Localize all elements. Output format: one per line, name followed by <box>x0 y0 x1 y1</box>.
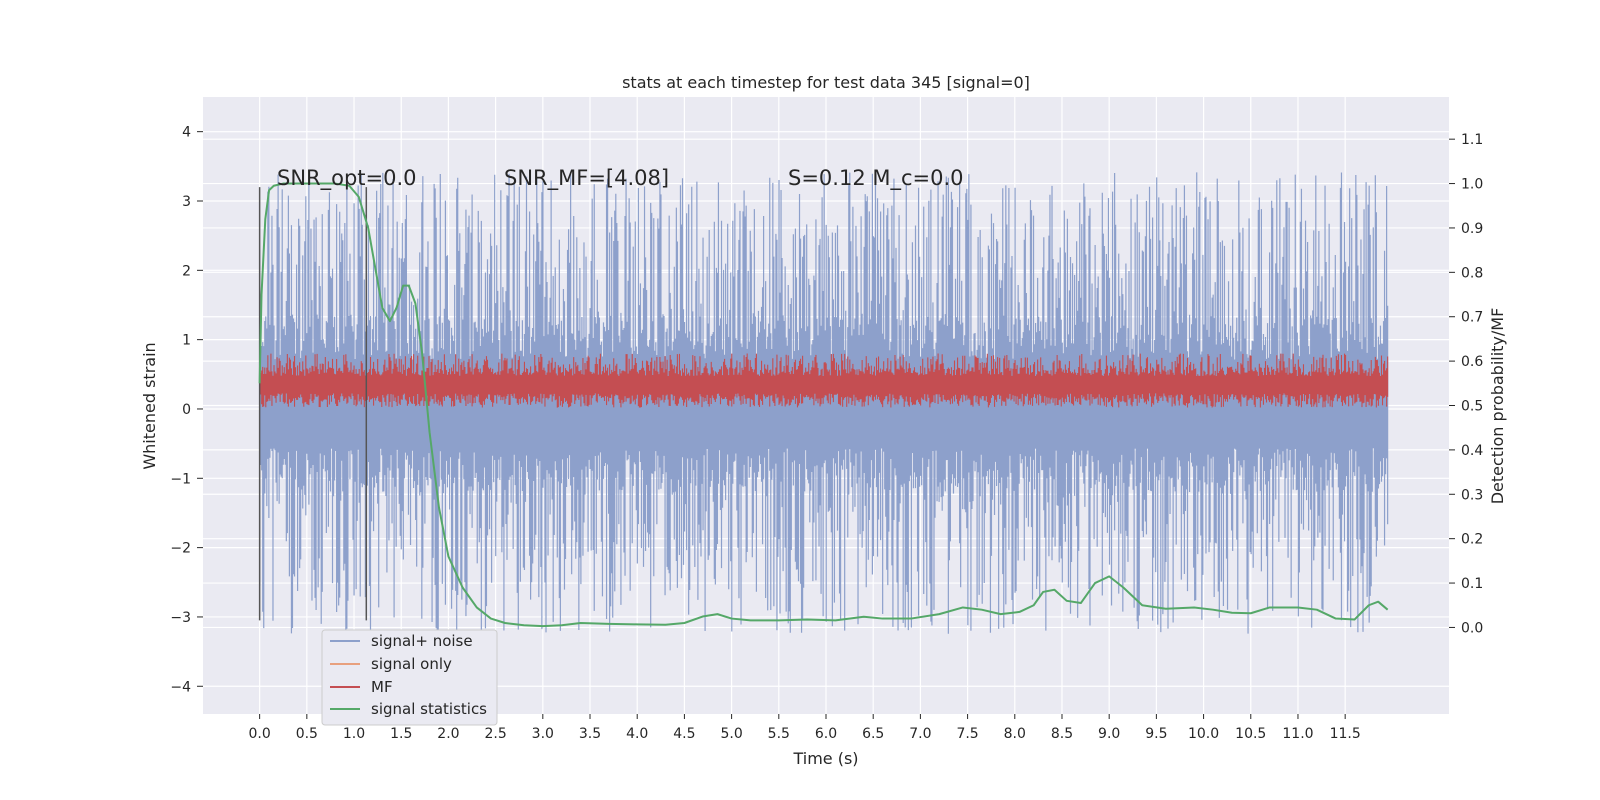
y-tick-label: 0 <box>182 402 191 418</box>
x-tick-label: 0.5 <box>296 726 318 742</box>
x-tick-label: 4.0 <box>626 726 648 742</box>
y-tick-label: 1 <box>182 333 191 349</box>
x-axis-ticks: 0.0 0.5 1.0 1.5 2.0 2.5 3.0 3.5 4.0 4.5 5.0 5.5 6.0 6… <box>249 714 1361 742</box>
x-tick-label: 11.5 <box>1330 726 1361 742</box>
y2-tick-label: 0.8 <box>1461 265 1483 281</box>
legend: signal+ noise signal only MF signal stat… <box>321 629 498 726</box>
x-tick-label: 1.5 <box>390 726 412 742</box>
x-tick-label: 2.5 <box>484 726 506 742</box>
series-signal-statistics <box>258 182 1389 628</box>
x-tick-label: 0.0 <box>249 726 271 742</box>
y-tick-label: 2 <box>182 263 191 279</box>
annotation-snr-opt: SNR_opt=0.0 <box>277 166 417 191</box>
x-tick-label: 7.5 <box>956 726 978 742</box>
y-tick-label: −1 <box>170 471 191 487</box>
y2-tick-label: 0.6 <box>1461 354 1483 370</box>
x-tick-label: 6.5 <box>862 726 884 742</box>
x-tick-label: 10.0 <box>1188 726 1219 742</box>
y2-axis-title: Detection probability/MF <box>1488 308 1507 505</box>
y2-tick-label: 0.0 <box>1461 620 1483 636</box>
annotation-snr-mf: SNR_MF=[4.08] <box>504 166 669 191</box>
y-tick-label: −2 <box>170 541 191 557</box>
x-tick-label: 9.0 <box>1098 726 1120 742</box>
y2-tick-label: 0.7 <box>1461 310 1483 326</box>
x-tick-label: 4.5 <box>673 726 695 742</box>
annotation-s-mc: S=0.12 M_c=0.0 <box>788 166 964 191</box>
chart-title: stats at each timestep for test data 345… <box>622 73 1030 92</box>
y2-tick-label: 0.3 <box>1461 487 1483 503</box>
signal-statistics-line <box>258 182 1389 628</box>
y2-tick-label: 0.2 <box>1461 532 1483 548</box>
x-tick-label: 2.0 <box>437 726 459 742</box>
y2-axis-ticks: 1.1 1.0 0.9 0.8 0.7 0.6 0.5 0.4 0.3 0.2 0.1 0.0 <box>1449 132 1483 636</box>
y-tick-label: −3 <box>170 610 191 626</box>
x-tick-label: 6.0 <box>815 726 837 742</box>
x-tick-label: 11.0 <box>1282 726 1313 742</box>
y-axis-title: Whitened strain <box>140 342 159 469</box>
y-tick-label: 4 <box>182 125 191 141</box>
y2-tick-label: 1.1 <box>1461 132 1483 148</box>
x-tick-label: 5.5 <box>768 726 790 742</box>
x-tick-label: 8.5 <box>1051 726 1073 742</box>
x-tick-label: 3.0 <box>532 726 554 742</box>
y2-tick-label: 0.9 <box>1461 221 1483 237</box>
legend-box <box>321 629 498 726</box>
y2-tick-label: 0.1 <box>1461 576 1483 592</box>
y-tick-label: −4 <box>170 679 191 695</box>
x-tick-label: 10.5 <box>1235 726 1266 742</box>
y-axis-ticks: 4 3 2 1 0 −1 −2 −3 −4 <box>170 125 203 695</box>
y2-tick-label: 0.5 <box>1461 399 1483 415</box>
legend-label-signal-only: signal only <box>371 655 452 673</box>
y2-tick-label: 1.0 <box>1461 177 1483 193</box>
window-markers <box>258 187 368 621</box>
legend-label-signal-noise: signal+ noise <box>371 632 473 650</box>
legend-label-signal-statistics: signal statistics <box>371 700 487 718</box>
y-tick-label: 3 <box>182 194 191 210</box>
x-tick-label: 5.0 <box>720 726 742 742</box>
legend-label-mf: MF <box>371 678 393 696</box>
x-tick-label: 3.5 <box>579 726 601 742</box>
x-axis-title: Time (s) <box>792 749 858 768</box>
y2-tick-label: 0.4 <box>1461 443 1483 459</box>
x-tick-label: 9.5 <box>1145 726 1167 742</box>
x-tick-label: 7.0 <box>909 726 931 742</box>
x-tick-label: 1.0 <box>343 726 365 742</box>
x-tick-label: 8.0 <box>1004 726 1026 742</box>
